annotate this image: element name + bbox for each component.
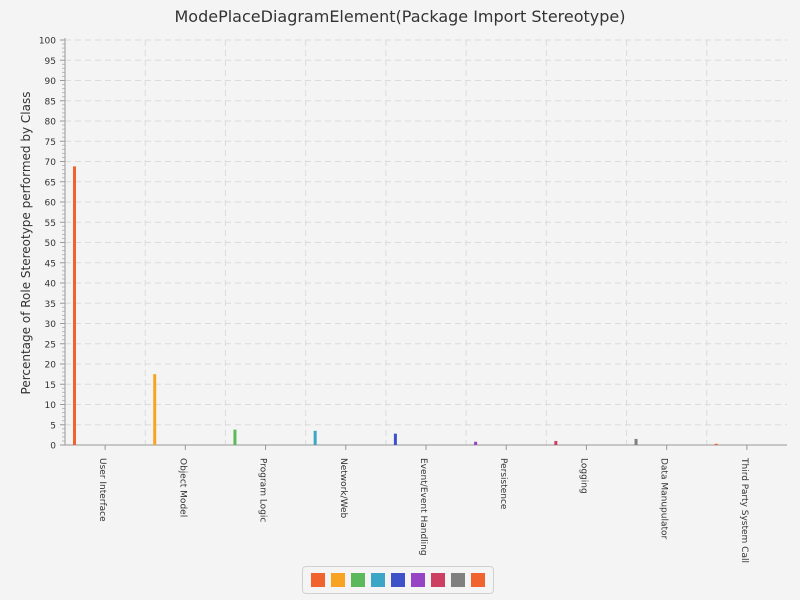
y-tick-label: 10 — [45, 401, 57, 411]
y-tick-label: 35 — [45, 300, 56, 310]
bar — [554, 440, 558, 445]
x-tick-label: Object Model — [177, 458, 187, 517]
legend-swatch — [311, 573, 325, 587]
y-tick-label: 15 — [45, 381, 56, 391]
bar — [313, 430, 317, 445]
legend-swatch — [371, 573, 385, 587]
legend-swatch — [351, 573, 365, 587]
y-tick-label: 0 — [50, 442, 56, 452]
y-tick-label: 85 — [45, 97, 56, 107]
y-tick-label: 95 — [45, 57, 56, 67]
x-tick-label: Program Logic — [258, 458, 268, 522]
y-tick-label: 60 — [45, 199, 57, 209]
bar — [73, 166, 76, 446]
x-tick-label: Network/Web — [338, 458, 348, 519]
legend-swatch — [411, 573, 425, 587]
y-tick-label: 5 — [50, 421, 56, 431]
legend — [302, 566, 494, 594]
chart-title: ModePlaceDiagramElement(Package Import S… — [174, 7, 626, 26]
y-tick-label: 20 — [45, 361, 57, 371]
y-tick-label: 100 — [39, 37, 56, 47]
y-tick-label: 45 — [45, 259, 56, 269]
legend-swatch — [431, 573, 445, 587]
y-tick-label: 65 — [45, 178, 56, 188]
legend-swatch — [331, 573, 345, 587]
y-tick-label: 75 — [45, 138, 56, 148]
x-tick-label: Event/Event Handling — [418, 458, 428, 556]
x-tick-label: User Interface — [97, 458, 107, 522]
x-tick-label: Third Party System Call — [739, 457, 749, 563]
y-tick-label: 70 — [45, 158, 57, 168]
bar — [634, 438, 638, 445]
y-tick-label: 90 — [45, 77, 57, 87]
bar — [153, 374, 157, 445]
bar — [714, 443, 718, 445]
y-tick-label: 55 — [45, 219, 56, 229]
y-tick-label: 30 — [45, 320, 57, 330]
legend-swatch — [391, 573, 405, 587]
x-tick-label: Data Manupulator — [659, 458, 669, 540]
bar — [233, 429, 237, 445]
bar — [393, 433, 397, 445]
y-tick-label: 25 — [45, 340, 56, 350]
y-tick-label: 80 — [45, 118, 57, 128]
y-tick-label: 50 — [45, 239, 57, 249]
bar — [474, 441, 478, 445]
y-tick-label: 40 — [45, 280, 57, 290]
x-tick-label: Logging — [578, 458, 588, 494]
legend-swatch — [451, 573, 465, 587]
x-tick-label: Persistence — [498, 458, 508, 510]
legend-swatch — [471, 573, 485, 587]
